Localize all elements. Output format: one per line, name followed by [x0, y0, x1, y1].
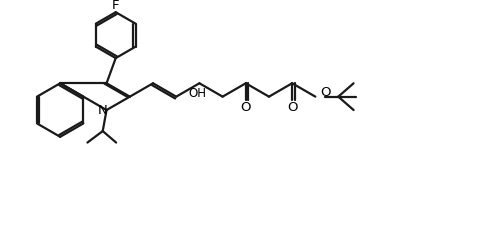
Text: N: N — [98, 104, 108, 117]
Text: O: O — [287, 101, 297, 114]
Text: O: O — [320, 86, 331, 99]
Text: O: O — [240, 101, 251, 114]
Text: OH: OH — [188, 87, 206, 100]
Text: F: F — [112, 0, 120, 12]
